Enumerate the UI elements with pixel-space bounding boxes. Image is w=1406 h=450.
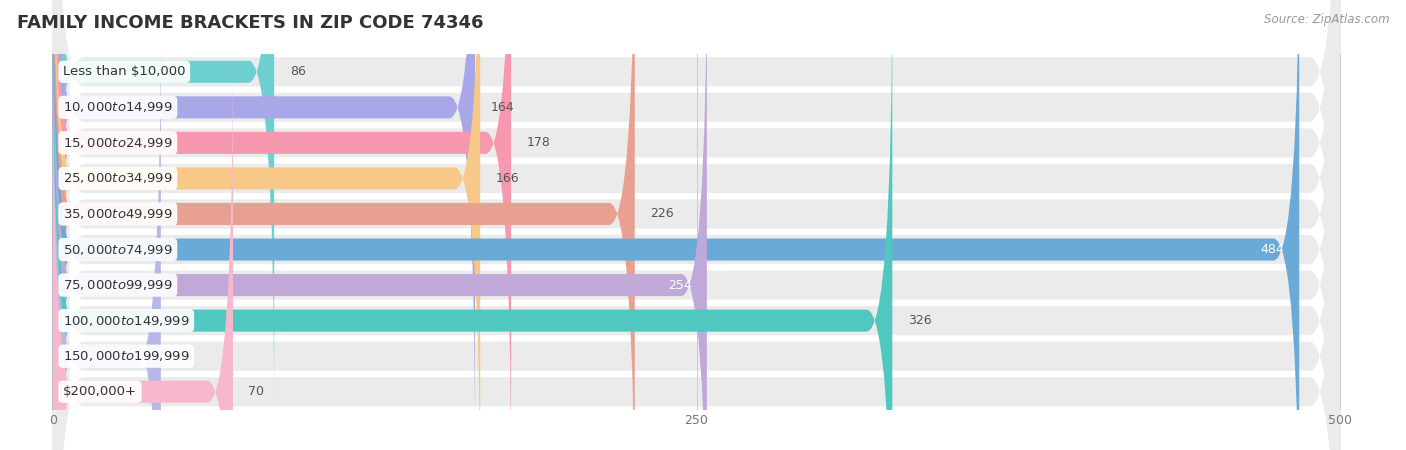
Text: 164: 164	[491, 101, 515, 114]
FancyBboxPatch shape	[52, 0, 893, 450]
Text: $35,000 to $49,999: $35,000 to $49,999	[63, 207, 173, 221]
FancyBboxPatch shape	[52, 0, 1340, 450]
Text: FAMILY INCOME BRACKETS IN ZIP CODE 74346: FAMILY INCOME BRACKETS IN ZIP CODE 74346	[17, 14, 484, 32]
FancyBboxPatch shape	[52, 0, 1340, 450]
FancyBboxPatch shape	[52, 12, 160, 450]
FancyBboxPatch shape	[52, 0, 1340, 450]
Text: 42: 42	[176, 350, 193, 363]
FancyBboxPatch shape	[52, 0, 1340, 450]
Text: $200,000+: $200,000+	[63, 385, 136, 398]
Text: 326: 326	[908, 314, 931, 327]
FancyBboxPatch shape	[52, 0, 1340, 450]
FancyBboxPatch shape	[52, 0, 1340, 450]
Text: 226: 226	[650, 207, 673, 220]
Text: 166: 166	[496, 172, 519, 185]
FancyBboxPatch shape	[52, 47, 233, 450]
Text: Source: ZipAtlas.com: Source: ZipAtlas.com	[1264, 14, 1389, 27]
Text: 86: 86	[290, 65, 305, 78]
FancyBboxPatch shape	[52, 0, 1340, 450]
Text: $75,000 to $99,999: $75,000 to $99,999	[63, 278, 173, 292]
Text: Less than $10,000: Less than $10,000	[63, 65, 186, 78]
FancyBboxPatch shape	[52, 0, 512, 450]
FancyBboxPatch shape	[52, 0, 274, 416]
FancyBboxPatch shape	[52, 0, 481, 450]
Text: 178: 178	[527, 136, 551, 149]
Text: 254: 254	[668, 279, 692, 292]
Text: $100,000 to $149,999: $100,000 to $149,999	[63, 314, 190, 328]
Text: 70: 70	[249, 385, 264, 398]
FancyBboxPatch shape	[52, 0, 1340, 450]
FancyBboxPatch shape	[52, 0, 1340, 450]
FancyBboxPatch shape	[52, 0, 707, 450]
FancyBboxPatch shape	[52, 0, 475, 450]
Text: 484: 484	[1260, 243, 1284, 256]
FancyBboxPatch shape	[52, 0, 1299, 450]
Text: $15,000 to $24,999: $15,000 to $24,999	[63, 136, 173, 150]
FancyBboxPatch shape	[52, 0, 1340, 450]
Text: $50,000 to $74,999: $50,000 to $74,999	[63, 243, 173, 256]
Text: $150,000 to $199,999: $150,000 to $199,999	[63, 349, 190, 363]
FancyBboxPatch shape	[52, 0, 634, 450]
Text: $10,000 to $14,999: $10,000 to $14,999	[63, 100, 173, 114]
Text: $25,000 to $34,999: $25,000 to $34,999	[63, 171, 173, 185]
